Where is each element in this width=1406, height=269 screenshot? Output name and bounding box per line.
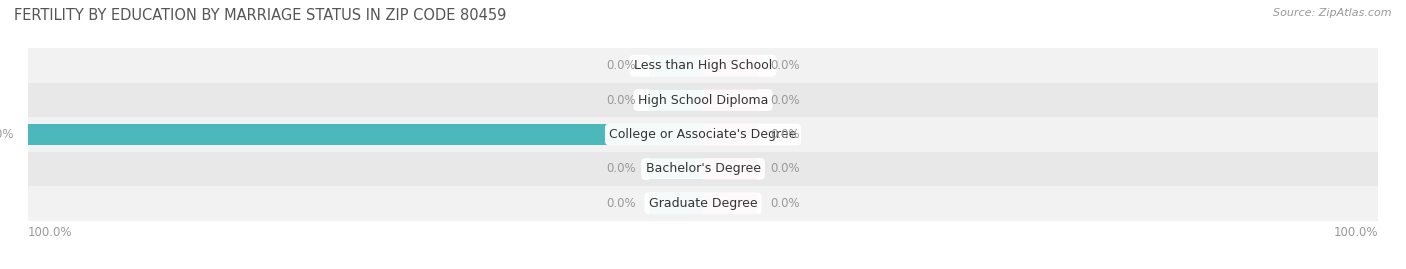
Text: Less than High School: Less than High School bbox=[634, 59, 772, 72]
Text: 0.0%: 0.0% bbox=[770, 59, 800, 72]
Bar bbox=[703, 124, 756, 145]
Text: 0.0%: 0.0% bbox=[770, 128, 800, 141]
Bar bbox=[703, 158, 756, 180]
Bar bbox=[28, 83, 1378, 117]
Text: 0.0%: 0.0% bbox=[606, 59, 636, 72]
Bar bbox=[28, 48, 1378, 83]
Bar bbox=[703, 89, 756, 111]
Text: FERTILITY BY EDUCATION BY MARRIAGE STATUS IN ZIP CODE 80459: FERTILITY BY EDUCATION BY MARRIAGE STATU… bbox=[14, 8, 506, 23]
Bar bbox=[28, 117, 1378, 152]
Text: College or Associate's Degree: College or Associate's Degree bbox=[609, 128, 797, 141]
Bar bbox=[703, 55, 756, 76]
Text: Bachelor's Degree: Bachelor's Degree bbox=[645, 162, 761, 175]
Bar bbox=[650, 55, 703, 76]
Text: 100.0%: 100.0% bbox=[28, 226, 73, 239]
Text: 0.0%: 0.0% bbox=[606, 162, 636, 175]
Bar bbox=[28, 124, 703, 145]
Text: 0.0%: 0.0% bbox=[770, 197, 800, 210]
Bar bbox=[650, 89, 703, 111]
Bar bbox=[28, 152, 1378, 186]
Text: 0.0%: 0.0% bbox=[606, 94, 636, 107]
Bar bbox=[650, 158, 703, 180]
Text: 100.0%: 100.0% bbox=[0, 128, 14, 141]
Bar bbox=[28, 186, 1378, 221]
Text: Source: ZipAtlas.com: Source: ZipAtlas.com bbox=[1274, 8, 1392, 18]
Text: Graduate Degree: Graduate Degree bbox=[648, 197, 758, 210]
Bar bbox=[703, 193, 756, 214]
Text: High School Diploma: High School Diploma bbox=[638, 94, 768, 107]
Text: 0.0%: 0.0% bbox=[770, 162, 800, 175]
Text: 0.0%: 0.0% bbox=[606, 197, 636, 210]
Text: 100.0%: 100.0% bbox=[1333, 226, 1378, 239]
Bar bbox=[650, 193, 703, 214]
Text: 0.0%: 0.0% bbox=[770, 94, 800, 107]
